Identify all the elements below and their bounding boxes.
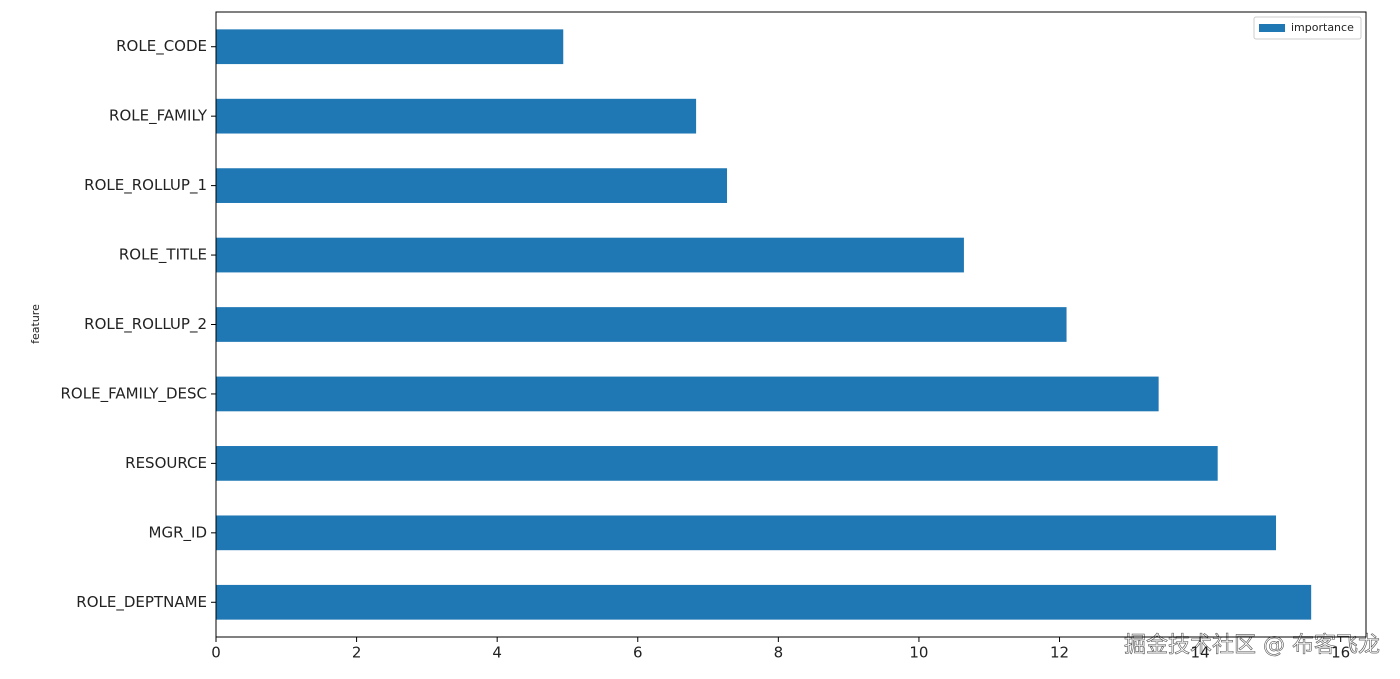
legend-label: importance <box>1291 21 1354 34</box>
x-tick-label: 12 <box>1050 644 1069 662</box>
y-tick-label: ROLE_ROLLUP_1 <box>84 176 207 195</box>
y-tick-label: ROLE_FAMILY_DESC <box>61 384 208 403</box>
legend: importance <box>1253 16 1362 40</box>
x-tick-label: 16 <box>1331 644 1350 662</box>
y-tick-label: ROLE_FAMILY <box>109 107 208 126</box>
bar <box>216 98 697 134</box>
legend-swatch <box>1259 24 1285 32</box>
bar <box>216 29 564 65</box>
x-tick-label: 4 <box>492 644 502 662</box>
x-tick-label: 0 <box>211 644 221 662</box>
bar <box>216 515 1277 551</box>
x-tick-label: 8 <box>774 644 784 662</box>
y-tick-label: MGR_ID <box>149 523 207 542</box>
x-tick-label: 14 <box>1191 644 1210 662</box>
y-tick-label: RESOURCE <box>125 454 207 472</box>
legend-box <box>1253 16 1362 40</box>
bar <box>216 446 1218 481</box>
bar <box>216 584 1312 620</box>
x-tick-label: 6 <box>633 644 643 662</box>
bar <box>216 168 728 203</box>
x-tick-label: 2 <box>352 644 362 662</box>
bar <box>216 307 1067 342</box>
bar <box>216 237 964 273</box>
y-tick-label: ROLE_ROLLUP_2 <box>84 315 207 334</box>
bar <box>216 376 1159 412</box>
y-tick-label: ROLE_TITLE <box>119 246 207 265</box>
x-tick-label: 10 <box>909 644 928 662</box>
y-tick-label: ROLE_CODE <box>116 37 207 56</box>
y-tick-label: ROLE_DEPTNAME <box>76 593 207 612</box>
y-axis-label: feature <box>29 304 42 344</box>
plot-frame <box>215 11 1367 638</box>
